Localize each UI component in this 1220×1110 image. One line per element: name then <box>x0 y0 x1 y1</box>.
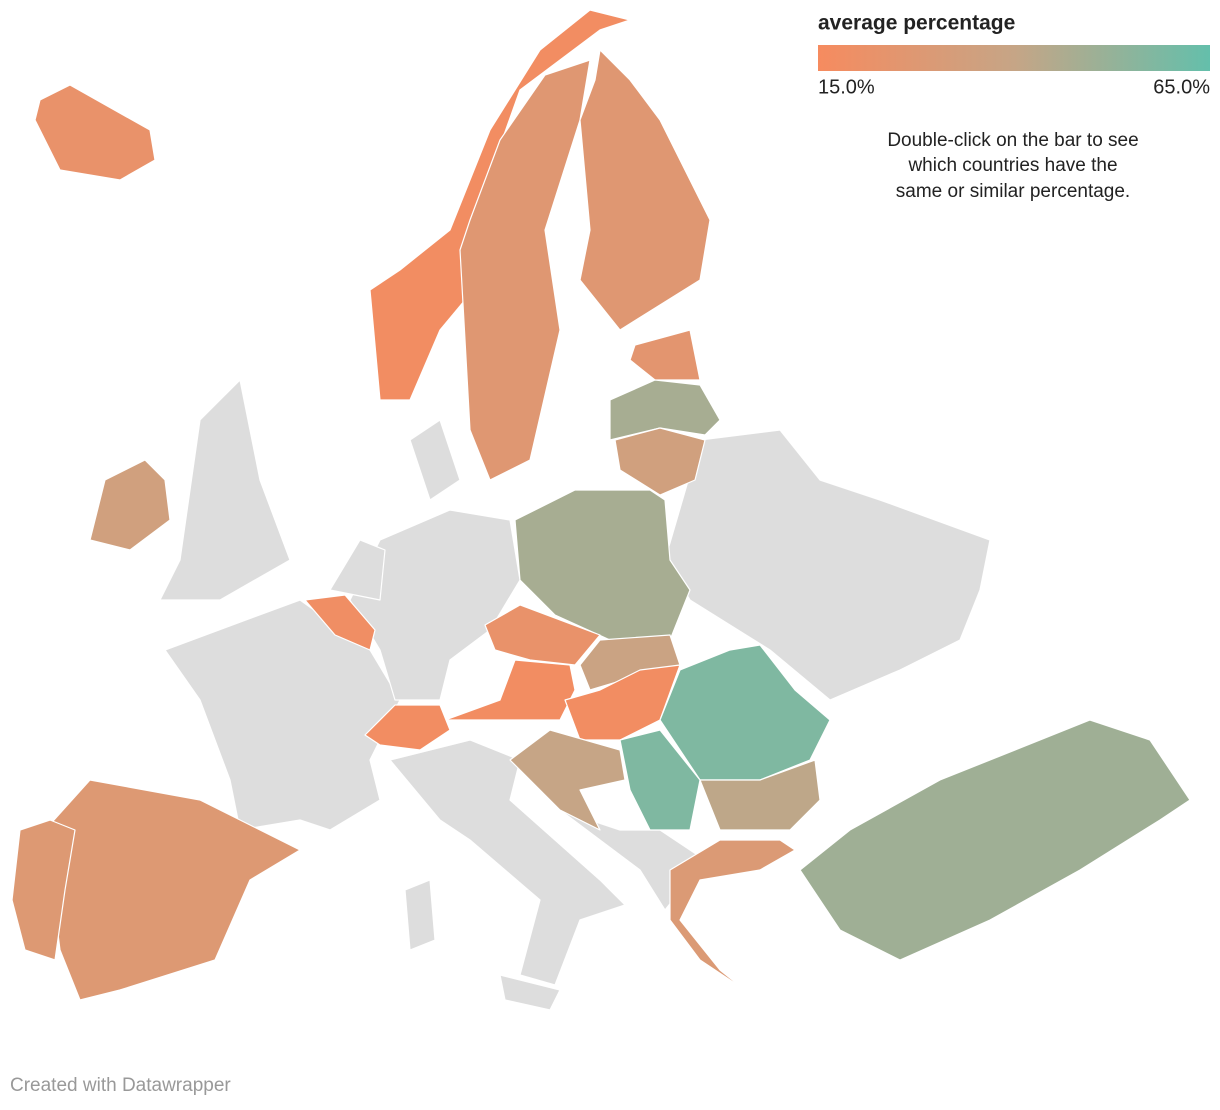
country[interactable] <box>89 459 171 551</box>
note-line: same or similar percentage. <box>896 181 1130 202</box>
country[interactable] <box>364 704 451 751</box>
country[interactable] <box>579 49 711 331</box>
country[interactable] <box>44 779 301 1001</box>
country-no-data <box>664 429 991 701</box>
legend-title: average percentage <box>818 12 1015 35</box>
country-no-data <box>409 419 461 501</box>
country-no-data <box>404 879 436 951</box>
country-no-data <box>329 539 386 601</box>
country[interactable] <box>444 659 576 721</box>
country[interactable] <box>484 604 601 666</box>
note-line: Double-click on the bar to see <box>887 130 1138 151</box>
country[interactable] <box>799 719 1191 961</box>
footer: Created with Datawrapper <box>10 1075 231 1096</box>
country[interactable] <box>619 729 701 831</box>
country[interactable] <box>609 379 721 441</box>
regions <box>11 9 1191 1001</box>
country-no-data <box>159 379 291 601</box>
country[interactable] <box>459 59 591 481</box>
legend-max: 65.0% <box>1153 76 1210 98</box>
country[interactable] <box>669 839 796 991</box>
country[interactable] <box>614 427 706 496</box>
country[interactable] <box>699 759 821 831</box>
country[interactable] <box>304 594 376 651</box>
note-line: which countries have the <box>907 155 1117 176</box>
country[interactable] <box>514 489 691 641</box>
country[interactable] <box>629 329 701 381</box>
legend-min: 15.0% <box>818 76 875 98</box>
country[interactable] <box>509 729 626 831</box>
country[interactable] <box>11 819 76 961</box>
country[interactable] <box>369 9 631 401</box>
no-data-land <box>159 379 991 1011</box>
country[interactable] <box>34 84 156 181</box>
country-no-data <box>499 974 561 1011</box>
legend-bar[interactable] <box>818 45 1210 71</box>
